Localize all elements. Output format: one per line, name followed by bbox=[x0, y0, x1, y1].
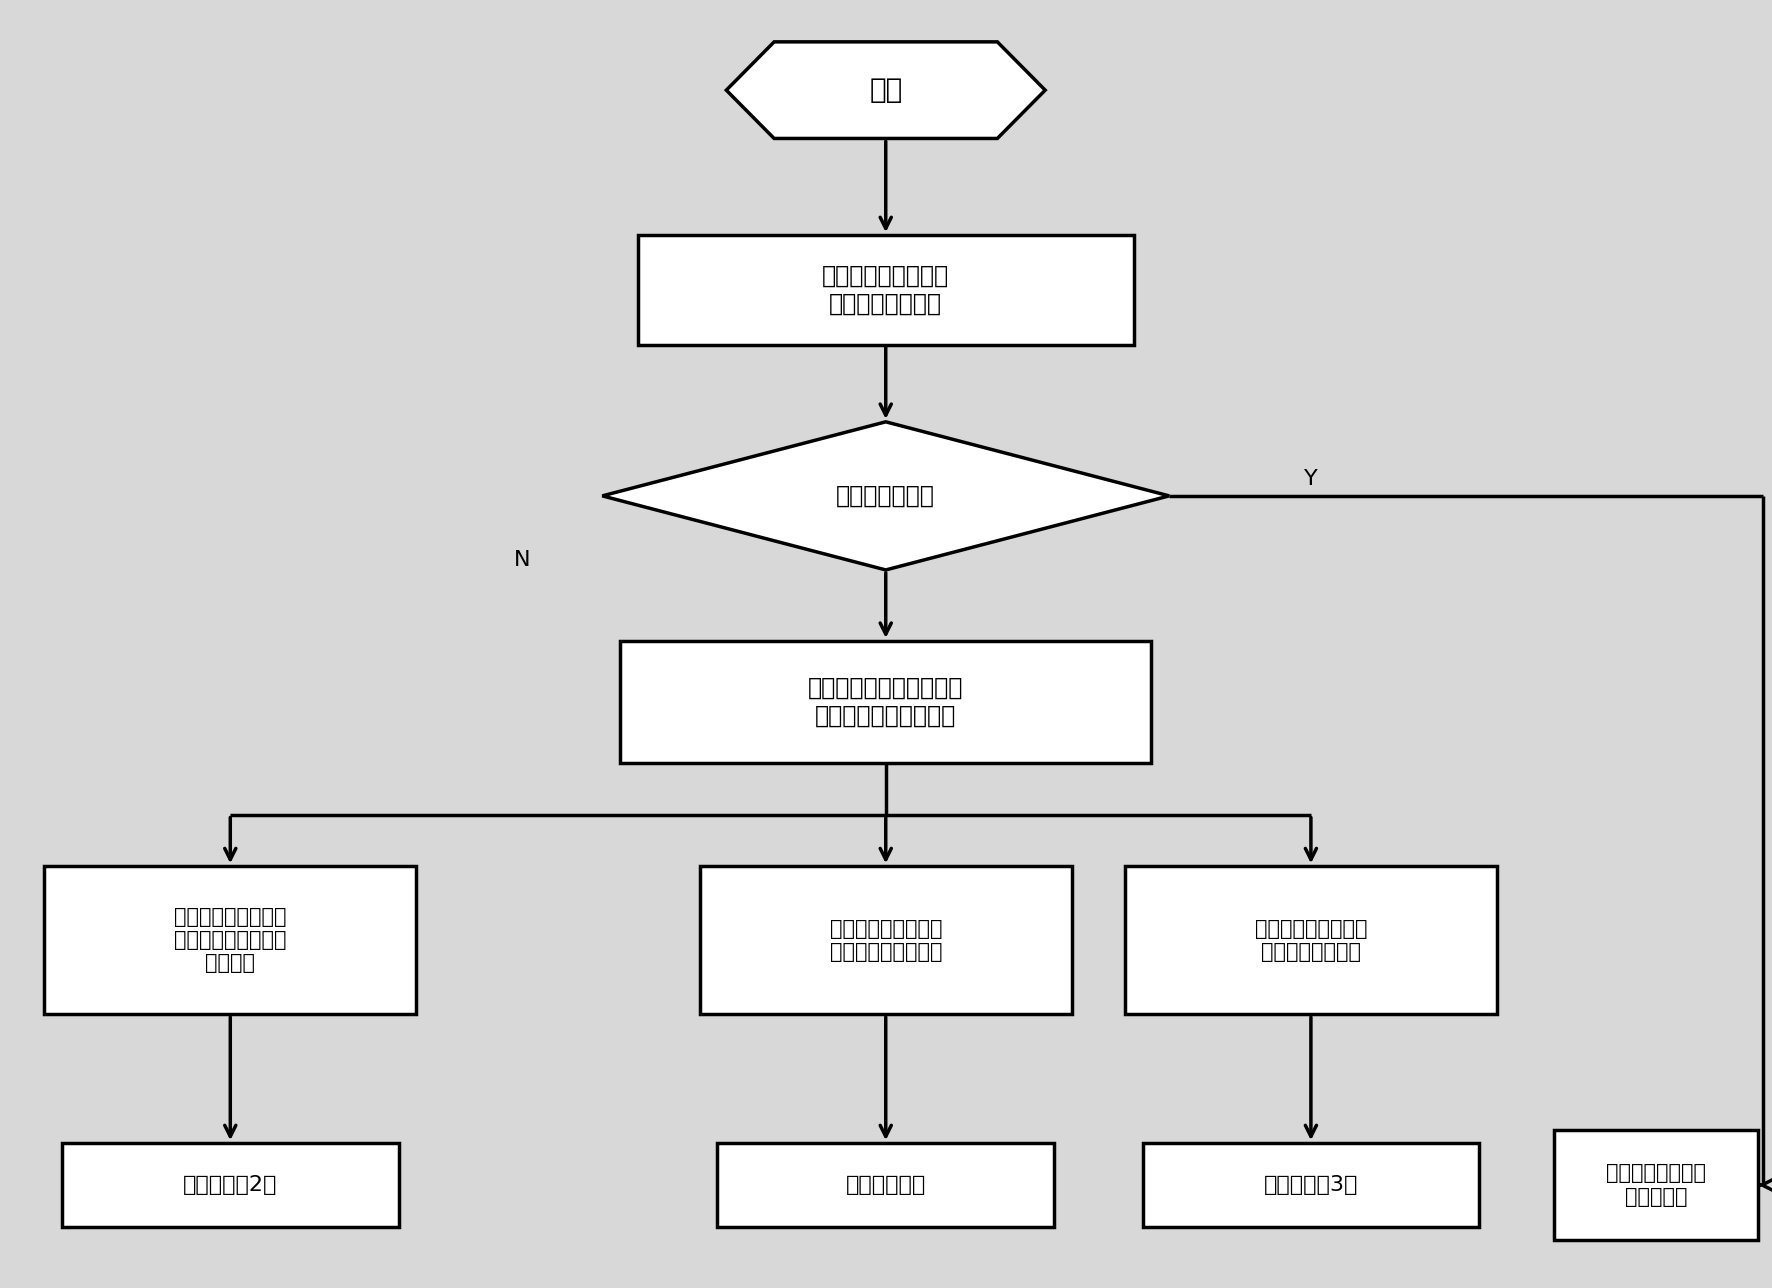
Bar bbox=[1143, 1144, 1480, 1226]
Text: Y: Y bbox=[1304, 469, 1318, 489]
Text: 进入全红，并将事
件信息上传: 进入全红，并将事 件信息上传 bbox=[1607, 1163, 1706, 1207]
Bar bbox=[62, 1144, 399, 1226]
Text: N: N bbox=[514, 550, 532, 571]
Bar bbox=[638, 234, 1134, 345]
Bar bbox=[620, 641, 1152, 762]
Bar bbox=[718, 1144, 1054, 1226]
Polygon shape bbox=[602, 422, 1170, 571]
Text: 进入流程（2）: 进入流程（2） bbox=[183, 1175, 278, 1195]
Text: 所有相位阶段下游车
辆排队进入设定区域: 所有相位阶段下游车 辆排队进入设定区域 bbox=[829, 918, 943, 962]
Text: 判断各相位阶段下游车辆
排队是否进入设定区域: 判断各相位阶段下游车辆 排队是否进入设定区域 bbox=[808, 676, 964, 728]
Text: 某一个或几个相位阶
段下游车辆排队进入
设定区域: 某一个或几个相位阶 段下游车辆排队进入 设定区域 bbox=[174, 907, 287, 974]
Text: 进入全红阶段: 进入全红阶段 bbox=[845, 1175, 927, 1195]
Text: 无相位阶段下游车辆
排队进入设定区域: 无相位阶段下游车辆 排队进入设定区域 bbox=[1255, 918, 1368, 962]
Text: 开始: 开始 bbox=[868, 76, 902, 104]
Bar bbox=[1125, 866, 1497, 1015]
Bar bbox=[700, 866, 1072, 1015]
Text: 有事件发生吗？: 有事件发生吗？ bbox=[836, 484, 936, 507]
Text: 进入流程（3）: 进入流程（3） bbox=[1263, 1175, 1357, 1195]
Bar bbox=[44, 866, 416, 1015]
Bar bbox=[1554, 1131, 1758, 1239]
Text: 视频检测路口中央区
域是否有事件发生: 视频检测路口中央区 域是否有事件发生 bbox=[822, 264, 950, 316]
Polygon shape bbox=[727, 41, 1045, 138]
